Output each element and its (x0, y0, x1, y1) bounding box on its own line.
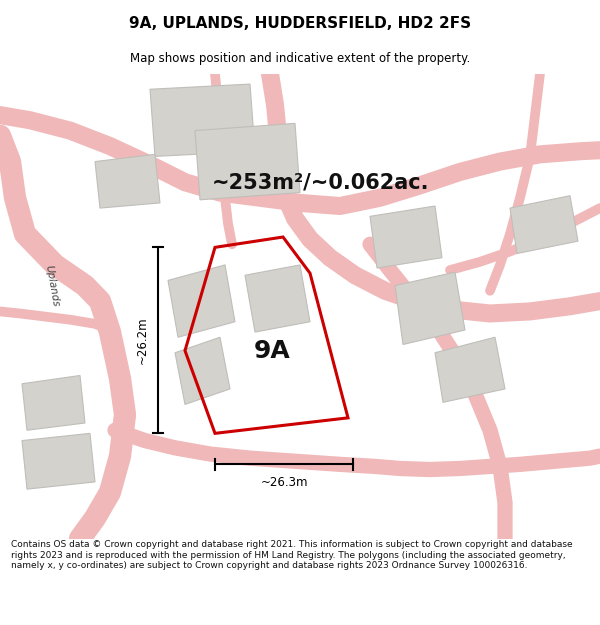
Text: Contains OS data © Crown copyright and database right 2021. This information is : Contains OS data © Crown copyright and d… (11, 541, 572, 570)
Polygon shape (22, 433, 95, 489)
Polygon shape (245, 265, 310, 332)
Text: Map shows position and indicative extent of the property.: Map shows position and indicative extent… (130, 52, 470, 64)
Polygon shape (395, 272, 465, 344)
Polygon shape (168, 265, 235, 338)
Polygon shape (175, 338, 230, 404)
Text: 9A: 9A (254, 339, 290, 362)
Polygon shape (195, 123, 300, 200)
Polygon shape (370, 206, 442, 268)
Polygon shape (22, 376, 85, 430)
Polygon shape (95, 154, 160, 208)
Polygon shape (435, 338, 505, 402)
Polygon shape (150, 84, 255, 156)
Text: 9A, UPLANDS, HUDDERSFIELD, HD2 2FS: 9A, UPLANDS, HUDDERSFIELD, HD2 2FS (129, 16, 471, 31)
Text: ~26.3m: ~26.3m (260, 476, 308, 489)
Text: Uplands: Uplands (43, 264, 61, 308)
Text: ~253m²/~0.062ac.: ~253m²/~0.062ac. (211, 173, 429, 192)
Text: ~26.2m: ~26.2m (136, 316, 149, 364)
Polygon shape (510, 196, 578, 254)
